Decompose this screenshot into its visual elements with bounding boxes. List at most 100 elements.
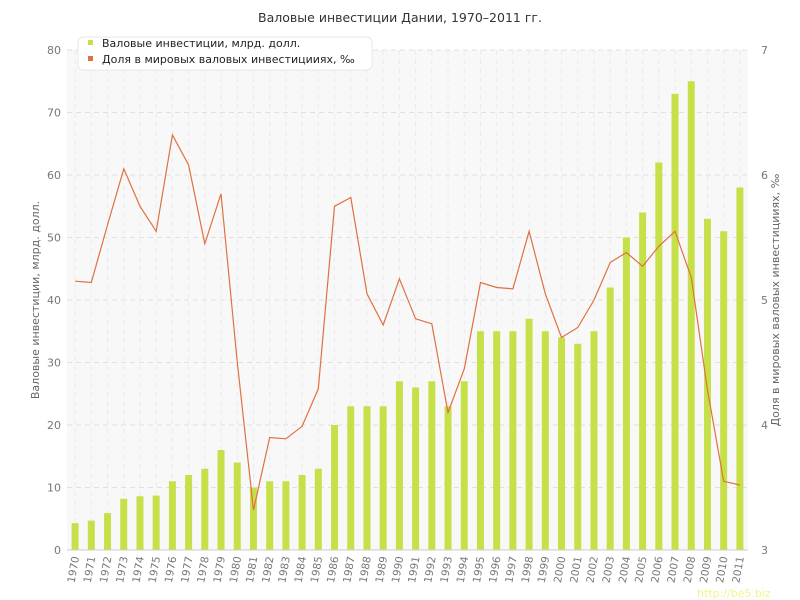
bar [574,343,582,550]
left-tick-label: 40 [47,294,61,307]
x-tick-label: 2006 [649,555,666,584]
x-tick-label: 1976 [163,555,180,584]
x-tick-label: 2005 [633,555,649,583]
bar [493,331,501,550]
x-tick-label: 1989 [374,555,390,583]
x-tick-label: 2000 [552,555,568,583]
bar [217,450,225,550]
bar [395,381,403,550]
bar [314,468,322,550]
x-tick-label: 1982 [260,555,276,583]
x-tick-label: 1998 [520,555,536,583]
bar [720,231,728,550]
x-tick-label: 1984 [293,555,310,584]
bar [233,462,241,550]
left-tick-label: 10 [47,482,61,495]
x-tick-label: 2009 [698,555,714,583]
x-tick-label: 1975 [147,555,163,583]
left-tick-label: 60 [47,169,61,182]
bar [379,406,387,550]
legend-line-label[interactable]: Доля в мировых валовых инвестицииях, ‰ [102,53,355,66]
x-tick-label: 1987 [341,555,357,583]
x-tick-label: 2002 [584,555,600,583]
x-tick-label: 2003 [601,555,617,583]
x-tick-label: 1983 [276,555,292,583]
bar [104,513,112,550]
x-tick-label: 2008 [682,555,698,583]
right-axis-ticks: 3 4 5 6 7 [761,44,768,557]
left-tick-label: 30 [47,357,61,370]
x-tick-label: 1990 [390,555,406,583]
bar [363,406,371,550]
legend-bar-swatch [88,40,93,45]
bar [347,406,355,550]
bar [687,81,695,550]
x-tick-label: 1974 [130,555,147,584]
x-tick-label: 1973 [114,555,130,583]
bar [541,331,549,550]
x-tick-label: 1999 [536,555,552,583]
x-tick-label: 1994 [455,555,472,584]
bar [412,387,420,550]
right-tick-label: 6 [761,169,768,182]
bar [509,331,517,550]
x-tick-label: 2001 [568,555,584,583]
bar [703,218,711,550]
bar [87,520,95,550]
right-tick-label: 5 [761,294,768,307]
share-line [75,133,741,511]
bar [152,495,160,550]
x-tick-label: 1997 [503,555,519,583]
bar [476,331,484,550]
bar [120,498,128,550]
x-tick-label: 1981 [244,555,260,583]
x-axis-ticks: 1970 1971 1972 1973 1974 1975 1976 1977 1978 1979… [66,555,747,584]
left-tick-label: 20 [47,419,61,432]
chart-title: Валовые инвестиции Дании, 1970–2011 гг. [258,10,542,25]
x-tick-label: 1970 [66,555,82,583]
bar [590,331,598,550]
bar [185,475,193,550]
bar [298,475,306,550]
x-tick-label: 2011 [730,555,746,583]
bar [655,162,663,550]
bar [736,187,744,550]
x-tick-label: 1971 [82,555,98,583]
bar [460,381,468,550]
x-tick-label: 1985 [309,555,325,583]
bar [622,237,630,550]
left-tick-label: 50 [47,232,61,245]
x-tick-label: 2004 [617,555,634,584]
x-tick-label: 1977 [179,555,195,583]
x-tick-label: 1995 [471,555,487,583]
bar [201,468,209,550]
bar [266,481,274,550]
watermark-bg [692,584,800,600]
bar [428,381,436,550]
legend-line-swatch [88,56,93,61]
bar [331,425,339,550]
x-tick-label: 1986 [325,555,342,584]
bar [671,93,679,550]
x-tick-label: 1992 [422,555,438,583]
bar-series [71,81,744,550]
bar [249,487,257,550]
x-tick-label: 1980 [228,555,244,583]
x-tick-label: 2010 [714,555,730,583]
right-tick-label: 3 [761,544,768,557]
x-tick-label: 1993 [439,555,455,583]
legend-bar-label[interactable]: Валовые инвестиции, млрд. долл. [102,37,300,50]
bar [282,481,290,550]
x-tick-label: 1972 [98,555,114,583]
left-tick-label: 70 [47,107,61,120]
bar [71,523,79,550]
x-tick-label: 2007 [666,555,682,583]
bar [168,481,176,550]
watermark: http://be5.biz [697,587,771,600]
bar [444,406,452,550]
left-tick-label: 0 [54,544,61,557]
x-tick-label: 1978 [195,555,211,583]
legend[interactable]: Валовые инвестиции, млрд. долл. Доля в м… [77,36,373,71]
right-tick-label: 4 [761,419,768,432]
